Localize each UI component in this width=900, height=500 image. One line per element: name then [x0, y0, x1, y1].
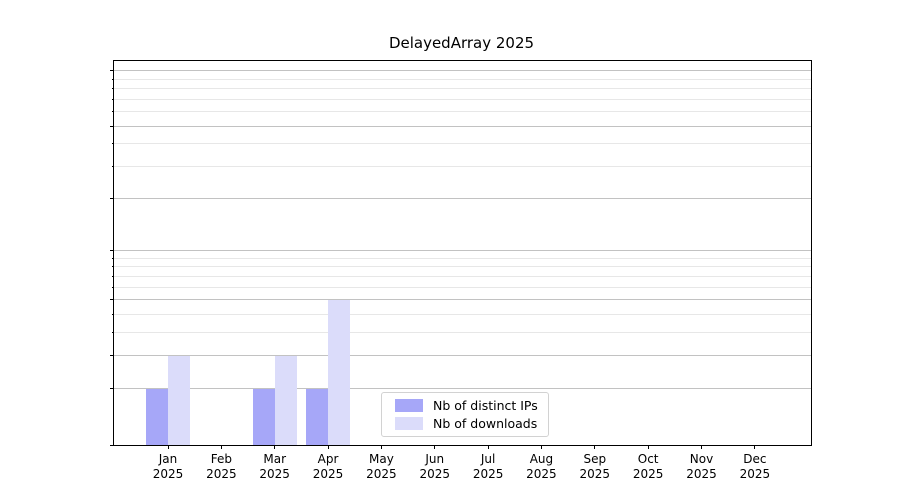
x-tick-mark-feb [220, 445, 222, 449]
gridline-major-20 [114, 197, 811, 199]
y-minor-tick-mark-4 [111, 314, 114, 315]
chart-title: DelayedArray 2025 [388, 34, 535, 52]
x-tick-label-oct: Oct 2025 [632, 452, 664, 481]
x-tick-mark-dec [754, 445, 756, 449]
gridline-minor-3 [114, 332, 811, 334]
x-tick-mark-jul [487, 445, 489, 449]
y-minor-tick-mark-60 [111, 111, 114, 113]
gridline-minor-80 [114, 88, 811, 90]
x-tick-mark-oct [647, 445, 649, 449]
bar-distinct-ips-jan [146, 388, 168, 445]
gridline-major-100 [114, 70, 811, 72]
x-tick-label-aug: Aug 2025 [526, 452, 557, 481]
y-minor-tick-mark-3 [111, 332, 114, 334]
legend-label-distinct-ips: Nb of distinct IPs [433, 398, 538, 413]
bar-downloads-mar [274, 355, 297, 445]
gridline-major-50 [114, 125, 811, 127]
x-tick-label-nov: Nov 2025 [686, 452, 717, 481]
y-tick-mark-20 [110, 197, 114, 199]
legend-entry-downloads: Nb of downloads [395, 416, 548, 431]
legend-swatch-downloads-icon [395, 417, 423, 430]
y-minor-tick-mark-70 [111, 98, 114, 100]
legend-swatch-distinct-ips-icon [395, 399, 423, 412]
x-tick-mark-apr [327, 445, 329, 449]
x-tick-mark-aug [540, 445, 542, 449]
x-tick-mark-sep [594, 445, 596, 449]
x-tick-label-jan: Jan 2025 [152, 452, 184, 481]
y-minor-tick-mark-90 [111, 78, 114, 80]
gridline-minor-40 [114, 143, 811, 145]
y-tick-mark-5 [110, 299, 114, 301]
legend-entry-distinct-ips: Nb of distinct IPs [395, 398, 548, 413]
gridline-minor-7 [114, 275, 811, 277]
x-tick-mark-jan [167, 445, 169, 449]
x-tick-label-dec: Dec 2025 [739, 452, 771, 481]
x-tick-mark-may [380, 445, 382, 449]
gridline-minor-30 [114, 166, 811, 168]
legend-label-downloads: Nb of downloads [433, 416, 538, 431]
gridline-minor-90 [114, 78, 811, 80]
bar-distinct-ips-apr [306, 388, 329, 445]
x-tick-label-feb: Feb 2025 [206, 452, 237, 481]
x-tick-label-apr: Apr 2025 [312, 452, 344, 481]
gridline-major-5 [114, 299, 811, 301]
legend: Nb of distinct IPs Nb of downloads [381, 392, 549, 437]
y-minor-tick-mark-9 [111, 257, 114, 259]
x-tick-label-mar: Mar 2025 [259, 452, 290, 481]
y-minor-tick-mark-6 [111, 286, 114, 288]
x-tick-label-jul: Jul 2025 [472, 452, 504, 481]
y-tick-mark-10 [110, 250, 114, 252]
gridline-minor-70 [114, 98, 811, 100]
x-tick-mark-nov [701, 445, 702, 449]
y-minor-tick-mark-7 [111, 275, 114, 277]
y-tick-mark-2 [110, 355, 114, 357]
x-tick-mark-jun [434, 445, 436, 449]
x-tick-mark-mar [274, 445, 276, 449]
gridline-major-1 [114, 388, 811, 390]
gridline-minor-9 [114, 257, 811, 259]
y-minor-tick-mark-30 [111, 166, 114, 168]
bar-downloads-apr [328, 299, 351, 445]
gridline-minor-6 [114, 286, 811, 288]
y-tick-mark-50 [110, 125, 114, 127]
x-tick-label-may: May 2025 [366, 452, 397, 481]
bar-distinct-ips-mar [252, 388, 275, 445]
gridline-minor-8 [114, 266, 811, 268]
x-tick-label-jun: Jun 2025 [419, 452, 451, 481]
y-minor-tick-mark-40 [111, 143, 114, 145]
gridline-major-2 [114, 355, 811, 357]
y-minor-tick-mark-80 [111, 88, 114, 90]
y-tick-mark-100 [110, 70, 114, 72]
gridline-minor-4 [114, 314, 811, 315]
y-tick-mark-1 [110, 388, 114, 390]
y-tick-mark-0 [110, 444, 114, 446]
gridline-minor-60 [114, 111, 811, 113]
bar-downloads-jan [168, 355, 190, 445]
gridline-major-10 [114, 250, 811, 252]
y-minor-tick-mark-8 [111, 266, 114, 268]
x-tick-label-sep: Sep 2025 [579, 452, 611, 481]
